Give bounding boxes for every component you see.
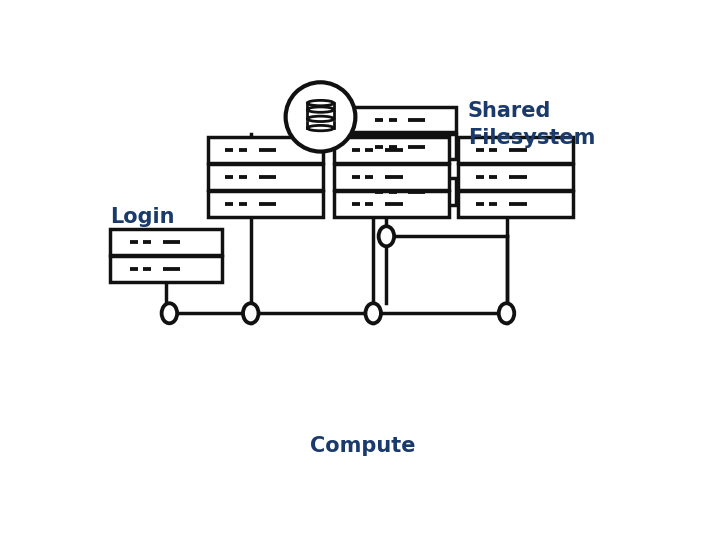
Ellipse shape bbox=[162, 303, 177, 323]
Ellipse shape bbox=[379, 226, 394, 246]
Ellipse shape bbox=[498, 303, 514, 323]
Ellipse shape bbox=[308, 125, 334, 131]
Ellipse shape bbox=[243, 303, 258, 323]
FancyBboxPatch shape bbox=[344, 134, 456, 159]
Text: Login: Login bbox=[110, 207, 174, 227]
FancyBboxPatch shape bbox=[344, 107, 456, 132]
FancyBboxPatch shape bbox=[110, 256, 222, 282]
Ellipse shape bbox=[308, 107, 334, 112]
Ellipse shape bbox=[308, 101, 334, 106]
FancyBboxPatch shape bbox=[334, 164, 449, 190]
Text: Compute: Compute bbox=[310, 436, 416, 456]
FancyBboxPatch shape bbox=[344, 178, 456, 206]
FancyBboxPatch shape bbox=[208, 191, 323, 217]
FancyBboxPatch shape bbox=[110, 229, 222, 255]
Text: Shared
Filesystem: Shared Filesystem bbox=[467, 102, 595, 148]
FancyBboxPatch shape bbox=[334, 137, 449, 163]
FancyBboxPatch shape bbox=[458, 191, 573, 217]
Ellipse shape bbox=[365, 303, 381, 323]
Circle shape bbox=[286, 82, 356, 152]
FancyBboxPatch shape bbox=[208, 164, 323, 190]
Ellipse shape bbox=[308, 116, 334, 122]
FancyBboxPatch shape bbox=[334, 191, 449, 217]
FancyBboxPatch shape bbox=[208, 137, 323, 163]
FancyBboxPatch shape bbox=[458, 137, 573, 163]
FancyBboxPatch shape bbox=[458, 164, 573, 190]
